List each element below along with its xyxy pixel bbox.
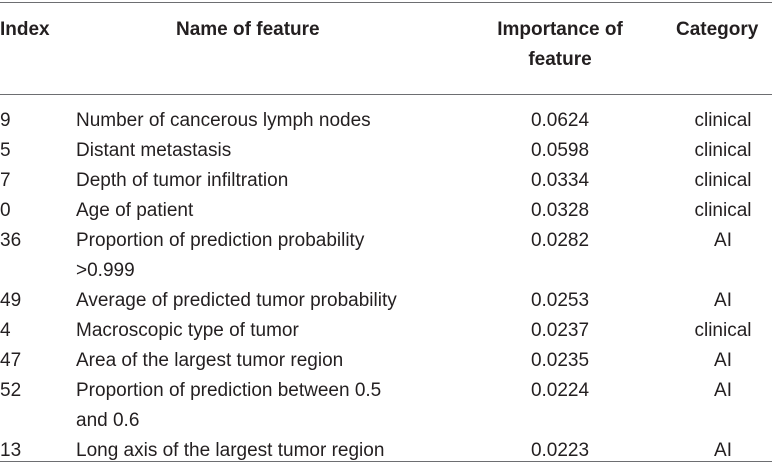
cell-index: 4 xyxy=(0,320,11,341)
header-importance-of-feature: Importance of feature xyxy=(460,15,660,75)
cell-category: clinical xyxy=(694,170,752,191)
cell-importance: 0.0598 xyxy=(530,140,590,161)
feature-name-line: >0.999 xyxy=(76,260,135,281)
table-row: 0 Age of patient 0.0328 clinical xyxy=(0,196,772,226)
feature-name-line: Proportion of prediction between 0.5 xyxy=(76,380,382,401)
cell-category: clinical xyxy=(694,320,752,341)
cell-importance: 0.0253 xyxy=(530,290,590,311)
table-body: 9 Number of cancerous lymph nodes 0.0624 cl… xyxy=(0,106,772,466)
table-row: 49 Average of predicted tumor probability… xyxy=(0,286,772,316)
cell-index: 36 xyxy=(0,230,22,251)
cell-importance: 0.0624 xyxy=(530,110,590,131)
cell-feature-name: Proportion of prediction between 0.5 and … xyxy=(76,376,446,436)
table-row: 7 Depth of tumor infiltration 0.0334 clinic… xyxy=(0,166,772,196)
cell-feature-name: Long axis of the largest tumor region xyxy=(76,436,446,466)
cell-category: AI xyxy=(714,440,732,461)
header-importance-line1: Importance of xyxy=(497,19,623,40)
header-importance-line2: feature xyxy=(528,49,592,70)
feature-name-line: Area of the largest tumor region xyxy=(76,350,344,371)
feature-name-line: Depth of tumor infiltration xyxy=(76,170,289,191)
cell-index: 52 xyxy=(0,380,22,401)
cell-category: AI xyxy=(714,380,732,401)
feature-name-line: Distant metastasis xyxy=(76,140,232,161)
header-rule xyxy=(0,94,772,95)
table-row: 47 Area of the largest tumor region 0.0235… xyxy=(0,346,772,376)
table-row: 36 Proportion of prediction probability >0… xyxy=(0,226,772,286)
cell-category: clinical xyxy=(694,110,752,131)
cell-importance: 0.0334 xyxy=(530,170,590,191)
cell-index: 7 xyxy=(0,170,11,191)
feature-name-line: Average of predicted tumor probability xyxy=(76,290,397,311)
cell-index: 49 xyxy=(0,290,22,311)
feature-name-line: Long axis of the largest tumor region xyxy=(76,440,385,461)
header-category: Category xyxy=(676,19,759,40)
feature-name-line: Proportion of prediction probability xyxy=(76,230,365,251)
cell-category: AI xyxy=(714,350,732,371)
bottom-rule xyxy=(0,461,772,462)
cell-importance: 0.0237 xyxy=(530,320,590,341)
top-rule xyxy=(0,2,772,3)
cell-feature-name: Depth of tumor infiltration xyxy=(76,166,446,196)
cell-importance: 0.0235 xyxy=(530,350,590,371)
header-name-of-feature: Name of feature xyxy=(176,19,320,40)
cell-category: clinical xyxy=(694,140,752,161)
table-row: 4 Macroscopic type of tumor 0.0237 clinical xyxy=(0,316,772,346)
cell-index: 5 xyxy=(0,140,11,161)
cell-index: 0 xyxy=(0,200,11,221)
table-row: 9 Number of cancerous lymph nodes 0.0624 cl… xyxy=(0,106,772,136)
cell-importance: 0.0223 xyxy=(530,440,590,461)
cell-category: AI xyxy=(714,230,732,251)
cell-index: 9 xyxy=(0,110,11,131)
feature-name-line: Number of cancerous lymph nodes xyxy=(76,110,371,131)
cell-feature-name: Proportion of prediction probability >0.9… xyxy=(76,226,446,286)
cell-feature-name: Average of predicted tumor probability xyxy=(76,286,446,316)
table-row: 13 Long axis of the largest tumor region 0… xyxy=(0,436,772,466)
feature-name-line: and 0.6 xyxy=(76,410,140,431)
cell-feature-name: Macroscopic type of tumor xyxy=(76,316,446,346)
cell-feature-name: Age of patient xyxy=(76,196,446,226)
cell-importance: 0.0224 xyxy=(530,380,590,401)
cell-importance: 0.0328 xyxy=(530,200,590,221)
cell-category: AI xyxy=(714,290,732,311)
cell-index: 13 xyxy=(0,440,22,461)
cell-feature-name: Number of cancerous lymph nodes xyxy=(76,106,446,136)
table-row: 5 Distant metastasis 0.0598 clinical xyxy=(0,136,772,166)
cell-feature-name: Area of the largest tumor region xyxy=(76,346,446,376)
cell-feature-name: Distant metastasis xyxy=(76,136,446,166)
table-row: 52 Proportion of prediction between 0.5 an… xyxy=(0,376,772,436)
feature-name-line: Macroscopic type of tumor xyxy=(76,320,299,341)
cell-category: clinical xyxy=(694,200,752,221)
cell-importance: 0.0282 xyxy=(530,230,590,251)
header-index: Index xyxy=(0,19,50,40)
feature-name-line: Age of patient xyxy=(76,200,194,221)
cell-index: 47 xyxy=(0,350,22,371)
